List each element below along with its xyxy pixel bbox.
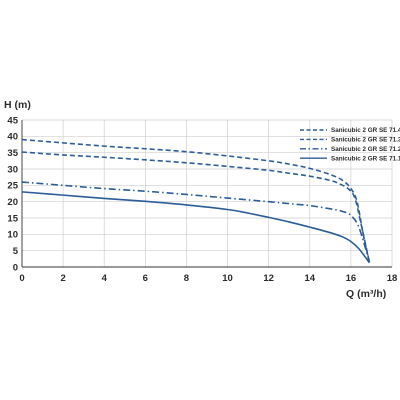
y-tick-label: 25 — [7, 181, 18, 192]
axes — [21, 120, 392, 268]
x-tick-label: 18 — [387, 273, 398, 284]
x-tick-label: 0 — [19, 273, 24, 284]
x-tick-label: 4 — [102, 273, 108, 284]
y-tick-label: 10 — [7, 230, 18, 241]
y-tick-label: 20 — [7, 197, 18, 208]
x-tick-label: 2 — [60, 273, 65, 284]
legend-label: Sanicubic 2 GR SE 71.3 T — [331, 137, 400, 144]
legend-label: Sanicubic 2 GR SE 71.4 T — [331, 127, 400, 134]
series-line-3 — [21, 181, 371, 263]
legend-label: Sanicubic 2 GR SE 71.2 T — [331, 146, 400, 153]
y-tick-label: 45 — [7, 115, 18, 126]
tick-labels: 0 5 10 15 20 25 30 35 40 45 0 2 4 6 8 10 12 14 16 18 — [7, 115, 397, 284]
series-lines — [21, 138, 371, 264]
legend: Sanicubic 2 GR SE 71.4 T Sanicubic 2 GR S… — [300, 127, 400, 162]
legend-label: Sanicubic 2 GR SE 71.1 T — [331, 155, 400, 162]
y-tick-label: 35 — [7, 148, 18, 159]
series-line-4 — [21, 191, 371, 264]
y-tick-label: 40 — [7, 132, 18, 143]
x-tick-label: 14 — [304, 273, 315, 284]
y-tick-label: 5 — [13, 246, 19, 257]
y-axis-label: H (m) — [4, 99, 31, 111]
x-tick-label: 6 — [143, 273, 148, 284]
series-line-1 — [21, 138, 371, 263]
y-tick-label: 0 — [13, 262, 18, 273]
series-line-2 — [21, 151, 371, 263]
x-tick-label: 12 — [263, 273, 274, 284]
x-axis-label: Q (m³/h) — [346, 288, 386, 300]
grid — [22, 119, 393, 267]
x-tick-label: 16 — [346, 273, 357, 284]
y-tick-label: 15 — [7, 213, 18, 224]
x-tick-label: 10 — [222, 273, 233, 284]
y-tick-label: 30 — [7, 164, 18, 175]
x-tick-label: 8 — [184, 273, 189, 284]
